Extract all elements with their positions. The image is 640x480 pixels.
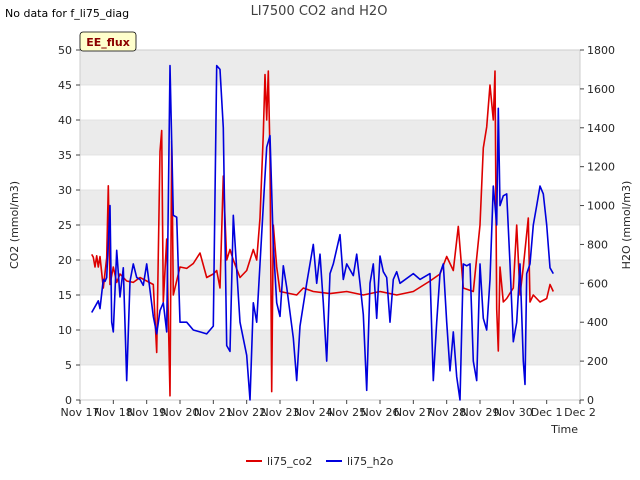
y2-tick-label: 0 [587, 394, 594, 407]
y2-tick-label: 200 [587, 355, 608, 368]
y-tick-label: 15 [58, 289, 72, 302]
y2-tick-label: 600 [587, 277, 608, 290]
y-tick-label: 30 [58, 184, 72, 197]
x-tick-label: Nov 17 [61, 406, 100, 419]
series-layer [91, 64, 555, 401]
x-tick-label: Nov 30 [494, 406, 533, 419]
y2-tick-label: 1200 [587, 161, 615, 174]
legend-label-co2: li75_co2 [267, 455, 312, 468]
y2-tick-label: 1000 [587, 200, 615, 213]
x-tick-label: Nov 22 [227, 406, 266, 419]
axes-layer: 0 5 10 15 20 25 30 35 40 45 50 0 200 400 600 800 1000 120… [58, 44, 615, 419]
y-axis-label: CO2 (mmol/m3) [8, 181, 21, 269]
x-tick-label: Nov 26 [361, 406, 400, 419]
ee-flux-badge: EE_flux [79, 31, 137, 52]
x-tick-label: Dec 2 [564, 406, 596, 419]
x-tick-label: Nov 24 [294, 406, 333, 419]
x-tick-label: Nov 29 [461, 406, 500, 419]
y2-tick-label: 1400 [587, 122, 615, 135]
x-tick-label: Nov 19 [127, 406, 166, 419]
y-tick-label: 0 [65, 394, 72, 407]
y2-axis-label: H2O (mmol/m3) [620, 181, 633, 270]
x-tick-label: Nov 28 [427, 406, 466, 419]
x-tick-label: Nov 23 [261, 406, 300, 419]
x-tick-label: Nov 20 [161, 406, 200, 419]
band [80, 50, 580, 85]
y-tick-label: 25 [58, 219, 72, 232]
x-tick-label: Nov 25 [327, 406, 366, 419]
x-tick-label: Nov 27 [394, 406, 433, 419]
x-tick-label: Nov 21 [194, 406, 233, 419]
y2-tick-label: 800 [587, 238, 608, 251]
legend-label-h2o: li75_h2o [347, 455, 394, 468]
y-tick-label: 20 [58, 254, 72, 267]
y-tick-label: 40 [58, 114, 72, 127]
y2-tick-label: 400 [587, 316, 608, 329]
x-axis-label: Time [550, 423, 578, 436]
chart-title: LI7500 CO2 and H2O [251, 4, 388, 19]
no-data-note: No data for f_li75_diag [5, 7, 129, 20]
legend: li75_co2 li75_h2o [246, 455, 394, 468]
band [80, 330, 580, 365]
y-tick-label: 10 [58, 324, 72, 337]
band [80, 120, 580, 155]
y-tick-label: 5 [65, 359, 72, 372]
y2-tick-label: 1600 [587, 83, 615, 96]
x-tick-label: Dec 1 [531, 406, 563, 419]
x-tick-label: Nov 18 [94, 406, 133, 419]
y-tick-label: 35 [58, 149, 72, 162]
badge-box [79, 31, 137, 52]
y-tick-label: 50 [58, 44, 72, 57]
y2-tick-label: 1800 [587, 44, 615, 57]
y-tick-label: 45 [58, 79, 72, 92]
series-line-li75_h2o [91, 64, 554, 401]
badge-label: EE_flux [86, 36, 130, 49]
